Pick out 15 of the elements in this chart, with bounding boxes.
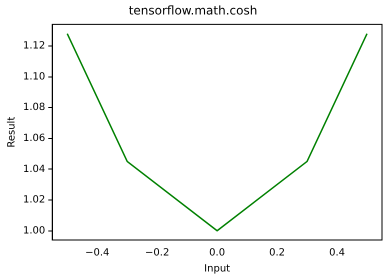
y-tick-label: 1.02	[23, 194, 46, 206]
y-tick-label: 1.08	[23, 102, 46, 114]
y-tick-label: 1.10	[23, 71, 46, 82]
chart-title: tensorflow.math.cosh	[128, 3, 258, 18]
y-tick-label: 1.12	[23, 40, 46, 52]
y-axis-title: Result	[6, 116, 18, 148]
x-tick-label: 0.4	[329, 248, 345, 259]
x-axis-title: Input	[204, 264, 230, 275]
x-tick-label: 0.2	[269, 248, 286, 259]
x-tick-label: −0.2	[145, 248, 170, 259]
y-tick-label: 1.06	[23, 132, 46, 144]
y-tick-label: 1.00	[23, 225, 46, 236]
y-tick-label: 1.04	[23, 164, 46, 175]
x-tick-label: 0.0	[209, 248, 226, 259]
x-tick-label: −0.4	[85, 248, 110, 259]
